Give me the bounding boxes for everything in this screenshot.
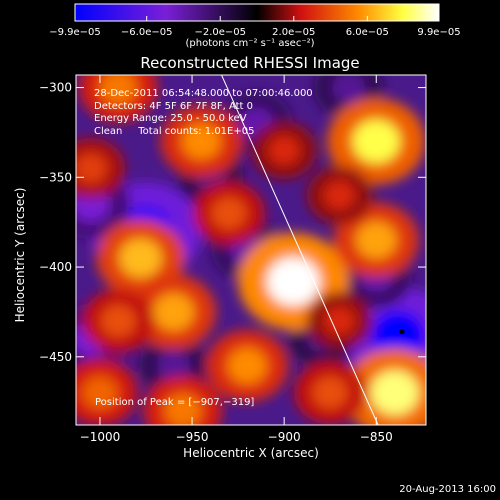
y-tick-label-3: −450	[39, 350, 72, 364]
cold-spot-8	[332, 75, 366, 103]
hot-spot-11	[76, 153, 108, 184]
colorbar-tick-label-0: −9.9e−05	[49, 27, 101, 38]
colorbar-tick-label-2: −2.0e−05	[194, 27, 246, 38]
colorbar: −9.9e−05 −6.0e−05 −2.0e−05 2.0e−05 6.0e−05 9.…	[49, 3, 461, 38]
cold-spot-7	[157, 350, 191, 381]
annotation-energy-range: Energy Range: 25.0 - 50.0 keV	[94, 113, 247, 124]
hot-spot-7	[99, 75, 138, 105]
hot-spot-6	[181, 123, 221, 160]
colorbar-units-label: (photons cm⁻² s⁻¹ asec⁻²)	[185, 38, 315, 49]
hot-spot-1	[352, 119, 400, 164]
hot-spot-12	[81, 376, 119, 410]
solar-limb-line	[221, 75, 379, 425]
colorbar-gradient	[74, 3, 440, 22]
annotation-block: 28-Dec-2011 06:54:48.000 to 07:00:46.000…	[94, 88, 313, 138]
plot-frame	[75, 74, 427, 426]
chart-title: Reconstructed RHESSI Image	[140, 54, 360, 72]
colorbar-tick-label-5: 9.9e−05	[417, 27, 460, 38]
x-axis-label: Heliocentric X (arcsec)	[183, 446, 319, 460]
y-axis-label: Heliocentric Y (arcsec)	[13, 187, 27, 323]
colorbar-tick-label-1: −6.0e−05	[121, 27, 173, 38]
hot-spot-5	[370, 370, 420, 416]
hot-spot-2	[119, 238, 162, 278]
hot-spot-16	[211, 197, 247, 230]
x-tick-label-1: −950	[176, 430, 209, 444]
peak-position-label: Position of Peak = [−907,−319]	[95, 397, 255, 408]
footer-timestamp: 20-Aug-2013 16:00	[399, 484, 496, 495]
annotation-time-range: 28-Dec-2011 06:54:48.000 to 07:00:46.000	[94, 88, 313, 99]
hot-spot-3	[355, 221, 397, 259]
heatmap-plot: −1000 −950 −900 −850 −300 −350 −400 −450	[39, 74, 427, 444]
y-tick-label-0: −300	[39, 81, 72, 95]
hot-spot-8	[227, 347, 267, 384]
y-tick-label-2: −400	[39, 260, 72, 274]
y-tick-label-1: −350	[39, 170, 72, 184]
colorbar-tick-label-3: 2.0e−05	[272, 27, 315, 38]
colorbar-tick-label-4: 6.0e−05	[346, 27, 389, 38]
annotation-clean-counts: Clean Total counts: 1.01E+05	[94, 125, 255, 137]
hot-spot-9	[268, 135, 300, 165]
cold-spot-1	[371, 310, 425, 360]
hot-spot-17	[323, 306, 356, 336]
peak-marker	[399, 329, 405, 335]
x-tick-label-3: −850	[360, 430, 393, 444]
hot-spot-15	[101, 305, 136, 337]
annotation-detectors: Detectors: 4F 5F 6F 7F 8F, Att 0	[94, 100, 254, 112]
hot-spot-4	[153, 293, 195, 331]
hot-spot-14	[312, 376, 348, 409]
hot-spot-10	[323, 180, 356, 210]
x-tick-label-0: −1000	[80, 430, 121, 444]
hot-spot-0	[266, 257, 320, 306]
x-tick-label-2: −900	[268, 430, 301, 444]
